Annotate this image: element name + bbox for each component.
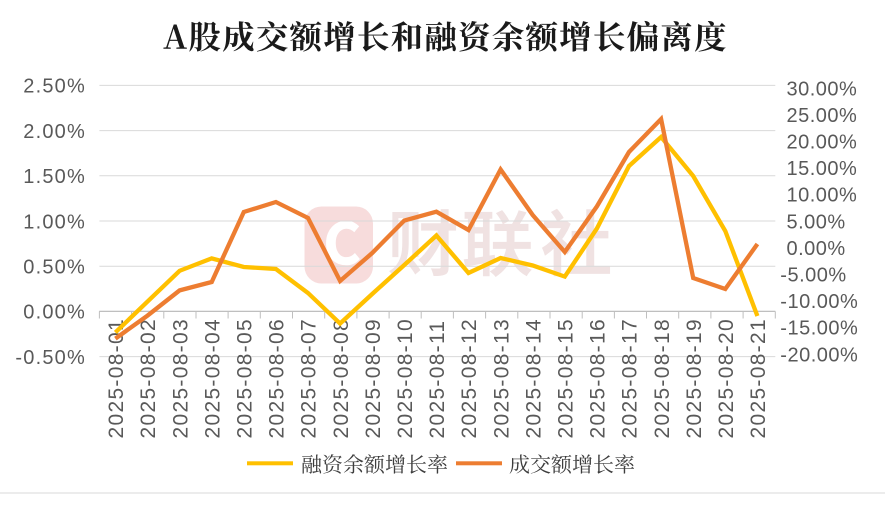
svg-text:2025-08-21: 2025-08-21 <box>747 318 770 438</box>
svg-text:20.00%: 20.00% <box>787 132 858 154</box>
svg-text:-0.50%: -0.50% <box>15 347 86 369</box>
svg-text:2025-08-08: 2025-08-08 <box>330 318 353 438</box>
svg-text:2025-08-17: 2025-08-17 <box>619 318 642 438</box>
svg-text:2025-08-01: 2025-08-01 <box>105 318 128 438</box>
svg-text:2.00%: 2.00% <box>23 121 86 143</box>
svg-text:5.00%: 5.00% <box>787 211 846 233</box>
svg-text:2025-08-19: 2025-08-19 <box>683 318 706 438</box>
svg-text:2025-08-18: 2025-08-18 <box>651 318 674 438</box>
svg-text:-10.00%: -10.00% <box>780 291 858 313</box>
svg-text:30.00%: 30.00% <box>787 78 858 100</box>
svg-text:-15.00%: -15.00% <box>780 318 858 340</box>
svg-text:2025-08-03: 2025-08-03 <box>169 318 192 438</box>
svg-text:2025-08-02: 2025-08-02 <box>137 318 160 438</box>
svg-text:2025-08-13: 2025-08-13 <box>490 318 513 438</box>
svg-text:2025-08-14: 2025-08-14 <box>522 318 545 438</box>
svg-text:0.50%: 0.50% <box>23 257 86 279</box>
svg-text:2025-08-20: 2025-08-20 <box>715 318 738 438</box>
svg-text:2025-08-07: 2025-08-07 <box>298 318 321 438</box>
svg-text:2025-08-15: 2025-08-15 <box>555 318 578 438</box>
svg-text:2025-08-12: 2025-08-12 <box>458 318 481 438</box>
svg-text:2.50%: 2.50% <box>23 76 86 98</box>
svg-text:0.00%: 0.00% <box>23 302 86 324</box>
svg-text:2025-08-04: 2025-08-04 <box>201 318 224 438</box>
svg-text:-20.00%: -20.00% <box>780 344 858 366</box>
svg-text:10.00%: 10.00% <box>787 185 858 207</box>
svg-text:2025-08-09: 2025-08-09 <box>362 318 385 438</box>
svg-text:-5.00%: -5.00% <box>780 265 846 287</box>
svg-text:0.00%: 0.00% <box>787 238 846 260</box>
svg-text:2025-08-06: 2025-08-06 <box>266 318 289 438</box>
svg-text:2025-08-16: 2025-08-16 <box>587 318 610 438</box>
svg-text:1.00%: 1.00% <box>23 211 86 233</box>
svg-text:2025-08-11: 2025-08-11 <box>426 320 449 439</box>
svg-text:25.00%: 25.00% <box>787 105 858 127</box>
svg-text:1.50%: 1.50% <box>23 166 86 188</box>
svg-text:15.00%: 15.00% <box>787 158 858 180</box>
svg-text:2025-08-10: 2025-08-10 <box>394 318 417 438</box>
svg-text:2025-08-05: 2025-08-05 <box>234 318 257 438</box>
